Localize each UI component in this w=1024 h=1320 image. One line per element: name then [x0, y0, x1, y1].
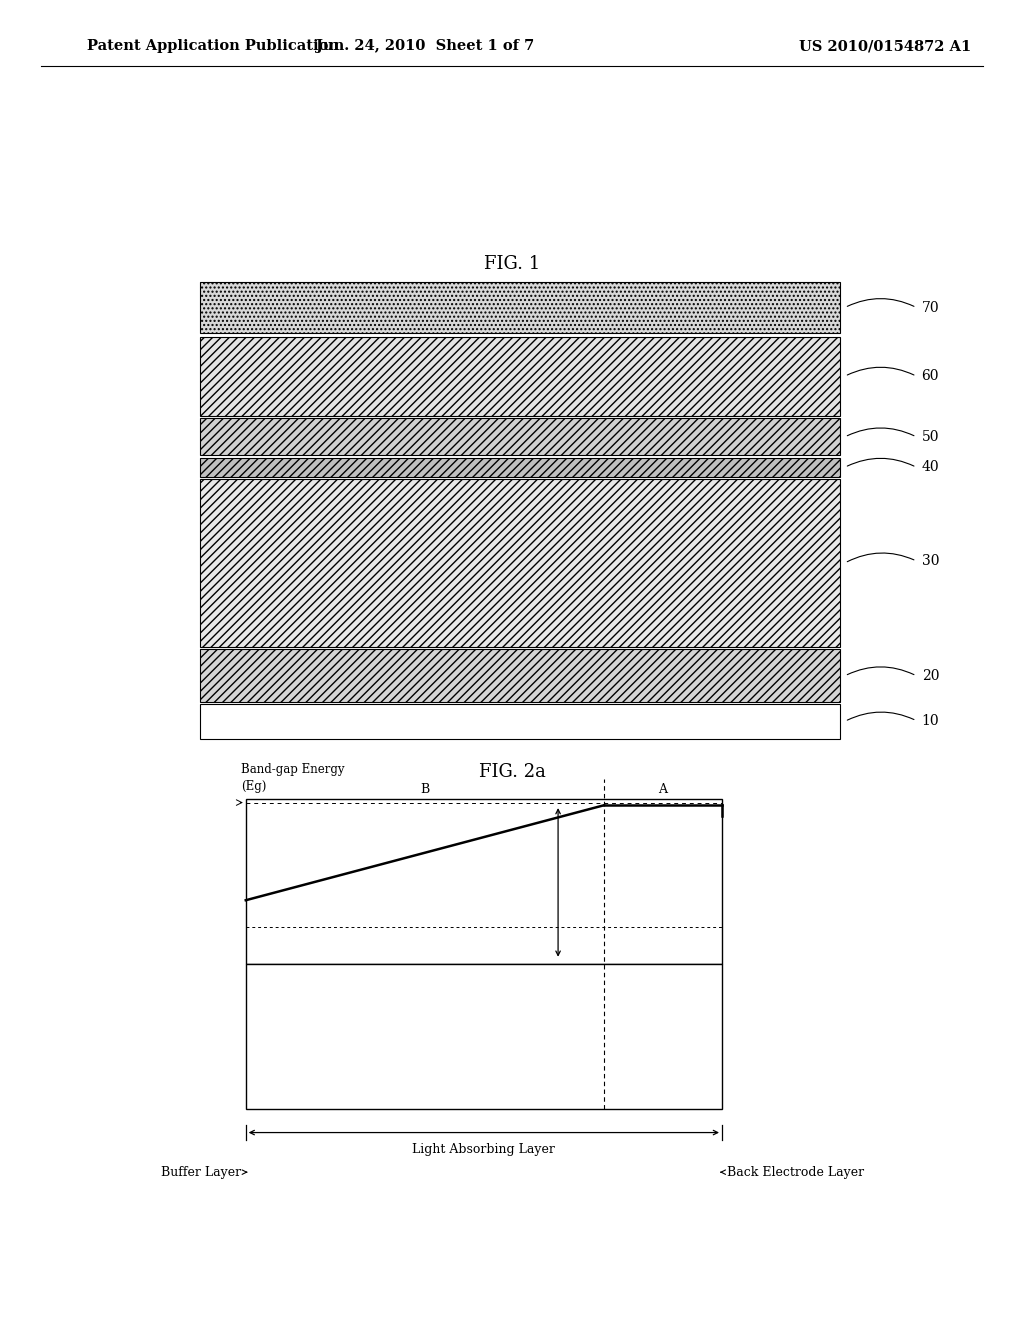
Text: Light Absorbing Layer: Light Absorbing Layer	[413, 1143, 555, 1156]
Bar	[246, 964, 722, 1109]
Text: 50: 50	[922, 430, 939, 444]
Text: Ec: Ec	[302, 845, 318, 858]
Text: Band-gap Energy: Band-gap Energy	[241, 763, 344, 776]
Bar	[200, 282, 840, 333]
Text: (Eg): (Eg)	[241, 780, 266, 793]
Text: 30: 30	[922, 554, 939, 568]
Text: B: B	[420, 783, 430, 796]
Bar	[200, 649, 840, 702]
Text: Buffer Layer: Buffer Layer	[161, 1166, 241, 1179]
Text: A: A	[658, 783, 668, 796]
Text: Patent Application Publication: Patent Application Publication	[87, 40, 339, 53]
Text: FIG. 1: FIG. 1	[484, 255, 540, 273]
Bar	[246, 799, 722, 964]
Text: Ev: Ev	[287, 1023, 303, 1036]
Text: 40: 40	[922, 461, 939, 474]
Text: FIG. 2a: FIG. 2a	[478, 763, 546, 781]
Text: Back Electrode Layer: Back Electrode Layer	[727, 1166, 864, 1179]
Bar	[200, 479, 840, 647]
Text: Jun. 24, 2010  Sheet 1 of 7: Jun. 24, 2010 Sheet 1 of 7	[315, 40, 535, 53]
Text: 20: 20	[922, 669, 939, 682]
Text: Ef: Ef	[333, 884, 346, 898]
Text: US 2010/0154872 A1: US 2010/0154872 A1	[799, 40, 971, 53]
Bar	[200, 337, 840, 416]
Bar	[200, 458, 840, 477]
Text: Eg: Eg	[570, 876, 588, 888]
Text: 60: 60	[922, 370, 939, 383]
Text: 10: 10	[922, 714, 939, 727]
Text: 70: 70	[922, 301, 939, 314]
Bar	[200, 704, 840, 739]
Bar	[200, 418, 840, 455]
